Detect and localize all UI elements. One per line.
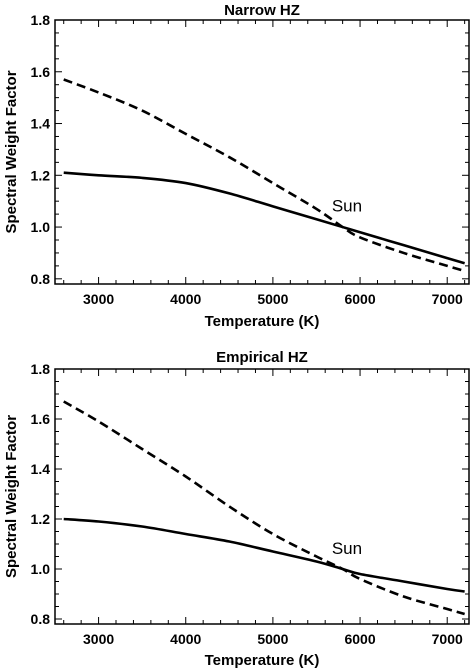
y-axis-label: Spectral Weight Factor [3,415,20,578]
series-line-dashed [63,78,466,273]
plot-frame [54,368,470,625]
x-tick-label: 3000 [83,291,114,307]
series-line-solid [63,517,465,593]
y-tick-label: 1.0 [31,561,51,577]
y-tick-label: 1.2 [31,167,51,183]
x-tick-label: 3000 [83,631,114,647]
y-tick-label: 1.0 [31,219,51,235]
x-tick-label: 5000 [257,631,288,647]
x-tick-label: 4000 [170,631,201,647]
chart-title: Narrow HZ [224,2,300,19]
x-tick-label: 7000 [432,291,463,307]
x-tick-label: 6000 [344,631,375,647]
chart-panel-1: Narrow HZ 3000 4000 5000 6000 7000 0.8 1.0 1.2 1.… [3,2,470,330]
x-tick-label: 4000 [170,291,201,307]
y-tick-label: 1.8 [31,12,51,28]
y-tick-label: 1.4 [31,116,51,132]
annotation-sun: Sun [332,539,362,558]
annotation-sun: Sun [332,197,362,216]
chart-title: Empirical HZ [216,349,308,366]
x-tick-label: 7000 [432,631,463,647]
series-line-dashed [63,400,465,616]
y-tick-label: 1.4 [31,461,51,477]
x-tick-label: 6000 [344,291,375,307]
series-line-solid [63,171,466,265]
plot-frame [54,19,470,285]
x-axis-label: Temperature (K) [205,313,320,330]
chart-panel-2: Empirical HZ 3000 4000 5000 6000 7000 0.8 1.0 1.… [3,349,470,669]
x-axis-label: Temperature (K) [205,652,320,669]
x-tick-label: 5000 [257,291,288,307]
y-tick-label: 1.8 [31,361,51,377]
y-axis-label: Spectral Weight Factor [3,70,20,233]
y-tick-label: 0.8 [31,271,51,287]
y-tick-label: 1.6 [31,411,51,427]
y-tick-label: 1.2 [31,511,51,527]
y-tick-label: 1.6 [31,64,51,80]
y-tick-label: 0.8 [31,611,51,627]
